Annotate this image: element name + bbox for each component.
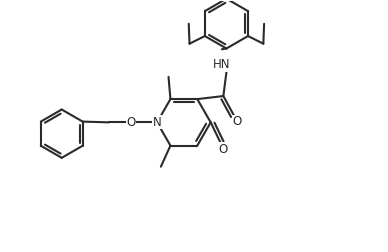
Text: O: O (219, 143, 228, 156)
Text: O: O (232, 115, 241, 128)
Text: O: O (126, 116, 135, 129)
Text: HN: HN (213, 58, 230, 71)
Text: N: N (152, 116, 161, 129)
